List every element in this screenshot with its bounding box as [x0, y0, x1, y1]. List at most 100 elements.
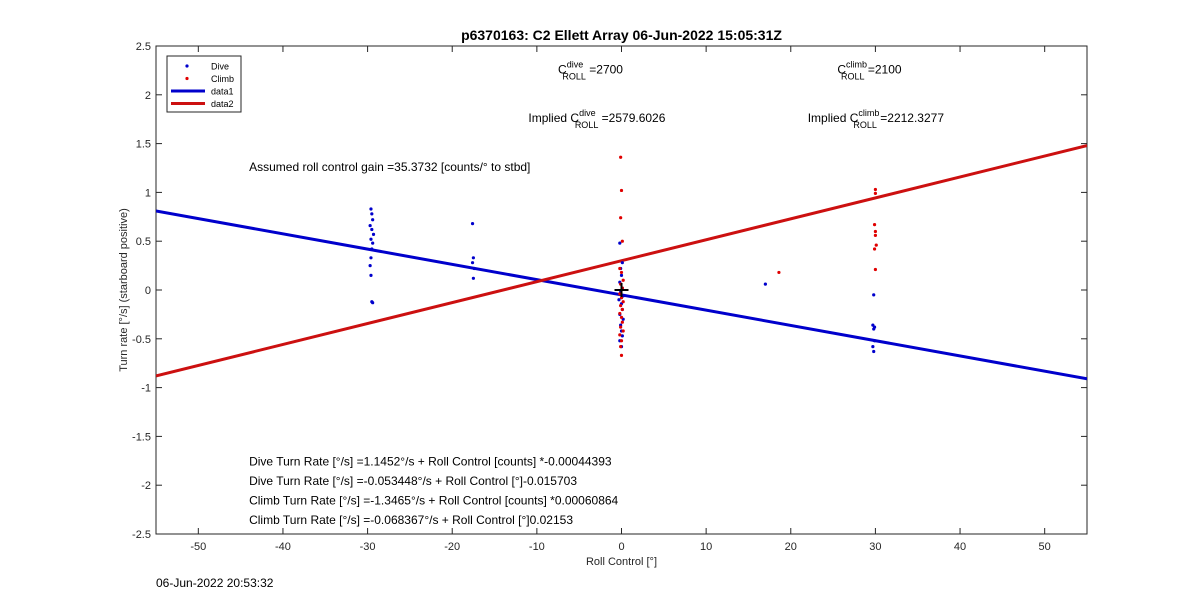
- y-tick-label: 1.5: [136, 139, 151, 151]
- climb-point: [873, 233, 878, 237]
- climb-point: [619, 188, 624, 193]
- climb-point: [620, 239, 624, 243]
- dive-point: [763, 282, 767, 286]
- climb-point: [618, 333, 622, 337]
- climb-point: [619, 325, 623, 329]
- legend-label: data2: [211, 99, 234, 109]
- y-tick-label: -1.5: [132, 431, 151, 443]
- dive-point: [369, 256, 373, 260]
- dive-point: [369, 207, 373, 211]
- dive-point: [871, 345, 875, 349]
- x-tick-label: 10: [700, 541, 712, 553]
- climb-point: [620, 320, 624, 324]
- y-tick-label: 2: [145, 90, 151, 102]
- annotation-value: =2579.6026: [598, 111, 665, 125]
- climb-point: [618, 311, 622, 316]
- annotation-symbol: C: [850, 111, 859, 125]
- x-tick-label: 50: [1039, 541, 1051, 553]
- annotation-superscript: dive: [567, 59, 584, 69]
- dive-point: [371, 232, 376, 236]
- dive-point: [369, 237, 373, 241]
- dive-point: [872, 339, 877, 343]
- x-axis-label: Roll Control [°]: [586, 556, 657, 568]
- annotation-text: Climb Turn Rate [°/s] =-0.068367°/s + Ro…: [249, 513, 573, 527]
- annotation-subscript: ROLL: [562, 71, 586, 81]
- annotation-coefficient: Implied Cclimb ROLL =2212.3277: [808, 108, 945, 130]
- x-tick-label: 30: [869, 541, 881, 553]
- annotation-symbol: C: [570, 111, 579, 125]
- climb-point: [620, 307, 624, 312]
- climb-point: [619, 270, 624, 275]
- annotation-superscript: climb: [858, 108, 879, 118]
- y-tick-label: 0.5: [136, 236, 151, 248]
- legend-label: Climb: [211, 74, 234, 84]
- climb-point: [873, 191, 878, 195]
- annotation-text: Climb Turn Rate [°/s] =-1.3465°/s + Roll…: [249, 494, 618, 508]
- dive-point: [371, 218, 375, 222]
- dive-point: [618, 241, 622, 245]
- annotation-symbol: C: [558, 62, 567, 76]
- climb-point: [873, 187, 878, 192]
- legend-marker-climb: [185, 76, 189, 81]
- climb-point: [619, 353, 624, 357]
- legend-marker-dive: [185, 64, 189, 68]
- annotation-value: =2212.3277: [877, 111, 944, 125]
- dive-point: [369, 273, 373, 277]
- annotation-coefficient: Cdive ROLL =2700: [558, 59, 623, 81]
- dive-point: [368, 223, 372, 228]
- annotation-subscript: ROLL: [841, 71, 865, 81]
- annotation-subscript: ROLL: [853, 120, 877, 130]
- y-tick-label: 2.5: [136, 41, 151, 53]
- x-tick-label: -40: [275, 541, 291, 553]
- climb-point: [874, 243, 878, 247]
- dive-point: [370, 212, 374, 216]
- dive-point: [872, 349, 876, 354]
- dive-point: [368, 264, 372, 268]
- climb-point: [619, 155, 623, 159]
- y-tick-label: 0: [145, 285, 151, 297]
- climb-point: [873, 229, 878, 234]
- legend-label: Dive: [211, 62, 229, 72]
- x-tick-label: -50: [190, 541, 206, 553]
- climb-point: [619, 339, 624, 343]
- climb-point: [621, 278, 625, 282]
- climb-point: [619, 304, 623, 308]
- fit-line-data2: [156, 144, 1087, 378]
- dive-point: [370, 247, 374, 251]
- x-tick-label: -10: [529, 541, 545, 553]
- x-tick-label: -30: [360, 541, 376, 553]
- dive-point: [370, 227, 374, 232]
- climb-point: [777, 270, 781, 275]
- y-tick-label: -0.5: [132, 334, 151, 346]
- dive-point: [371, 301, 375, 305]
- x-tick-label: 40: [954, 541, 966, 553]
- climb-point: [872, 247, 877, 251]
- x-tick-label: 0: [618, 541, 624, 553]
- chart-title: p6370163: C2 Ellett Array 06-Jun-2022 15…: [461, 27, 782, 43]
- dive-point: [470, 222, 475, 226]
- annotation-prefix: Implied: [528, 111, 570, 125]
- climb-point: [621, 329, 625, 333]
- annotation-superscript: dive: [579, 108, 596, 118]
- x-tick-label: 20: [785, 541, 797, 553]
- climb-point: [873, 267, 878, 272]
- climb-point: [619, 296, 624, 300]
- annotation-coefficient: Implied Cdive ROLL =2579.6026: [528, 108, 665, 130]
- annotation-prefix: Implied: [808, 111, 850, 125]
- annotation-value: =2700: [586, 62, 623, 76]
- y-tick-label: -1: [141, 383, 151, 395]
- climb-point: [618, 266, 622, 271]
- dive-point: [617, 298, 621, 302]
- annotation-symbol: C: [837, 62, 846, 76]
- dive-point: [620, 334, 624, 338]
- climb-point: [619, 345, 623, 349]
- climb-point: [619, 216, 623, 220]
- dive-point: [472, 266, 476, 271]
- y-axis-label: Turn rate [°/s] (starboard positive): [118, 208, 130, 372]
- x-tick-label: -20: [444, 541, 460, 553]
- y-tick-label: 1: [145, 187, 151, 199]
- y-tick-label: -2.5: [132, 529, 151, 541]
- legend-label: data1: [211, 87, 234, 97]
- annotation-text: Dive Turn Rate [°/s] =-0.053448°/s + Rol…: [249, 474, 577, 488]
